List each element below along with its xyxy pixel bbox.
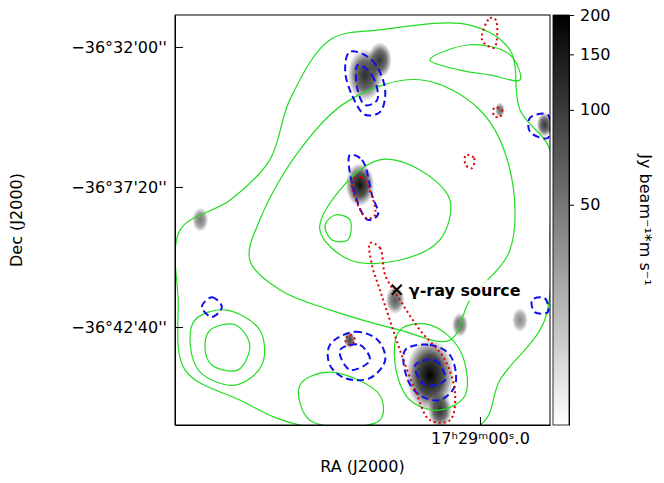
contour: [369, 243, 455, 423]
contour: [205, 324, 250, 371]
contour: [493, 107, 502, 117]
contour: [415, 359, 446, 385]
tick-mark: [480, 417, 481, 425]
emission: [495, 103, 505, 118]
contour: [430, 45, 521, 81]
tick-label: 50: [580, 195, 600, 214]
chart: 17ʰ29ᵐ00ˢ.0 −36°32'00'' −36°37'20'' −36°42'…: [0, 0, 664, 483]
axis-line: [569, 16, 570, 426]
tick-mark: [175, 47, 183, 48]
tick-label: −36°32'00'': [71, 38, 167, 57]
tick-mark: [175, 327, 183, 328]
colorbar: [553, 15, 569, 425]
marker: [392, 285, 402, 295]
emission: [512, 308, 528, 332]
tick-mark: [569, 205, 574, 206]
contour: [482, 18, 498, 48]
contour: [202, 297, 222, 317]
tick-mark: [175, 187, 183, 188]
emission: [192, 208, 208, 232]
tick-label: 150: [580, 45, 611, 64]
tick-mark: [569, 54, 574, 55]
frame: [175, 15, 550, 425]
tick: −36°37'20'': [71, 178, 183, 197]
tick: 50: [569, 195, 600, 214]
axis-line: [175, 16, 176, 426]
contour: [299, 372, 384, 425]
contour: [340, 344, 370, 370]
tick: 100: [569, 100, 611, 119]
emission: [386, 286, 405, 314]
contour: [175, 23, 550, 425]
tick-label: 100: [580, 100, 611, 119]
tick: 200: [569, 6, 611, 25]
tick: −36°32'00'': [71, 38, 183, 57]
tick-label: −36°42'40'': [71, 318, 167, 337]
contour: [320, 159, 451, 263]
tick: 150: [569, 45, 611, 64]
contour: [325, 215, 351, 242]
contour: [528, 114, 550, 139]
y-axis: −36°32'00'' −36°37'20'' −36°42'40'': [71, 16, 183, 426]
tick: −36°42'40'': [71, 318, 183, 337]
contour: [345, 335, 355, 345]
contour: [465, 155, 475, 169]
contour: [190, 310, 265, 386]
tick-label: 200: [580, 6, 611, 25]
x-axis-title: RA (J2000): [320, 457, 404, 476]
plot-area: [175, 18, 550, 425]
colorbar-title: Jy beam⁻¹*m s⁻¹: [636, 153, 655, 285]
tick-mark: [569, 15, 574, 16]
contour: [352, 177, 376, 218]
tick-mark: [569, 110, 574, 111]
tick-label: −36°37'20'': [71, 178, 167, 197]
x-axis: 17ʰ29ᵐ00ˢ.0: [176, 417, 551, 448]
contour: [349, 155, 379, 220]
contour: [328, 332, 386, 381]
axis-line: [176, 425, 551, 426]
contour: [356, 65, 378, 106]
label-background: [407, 280, 523, 301]
plot-background: [175, 15, 550, 425]
contour: [531, 297, 548, 314]
annotation: γ-ray source: [409, 281, 521, 300]
contour: [403, 345, 456, 401]
tick: 17ʰ29ᵐ00ˢ.0: [431, 417, 530, 448]
colorbar-axis: 50 100 150 200: [569, 6, 611, 426]
contour: [249, 79, 515, 341]
contour: [345, 51, 385, 115]
tick-label: 17ʰ29ᵐ00ˢ.0: [431, 429, 530, 448]
y-axis-title: Dec (J2000): [7, 173, 26, 267]
